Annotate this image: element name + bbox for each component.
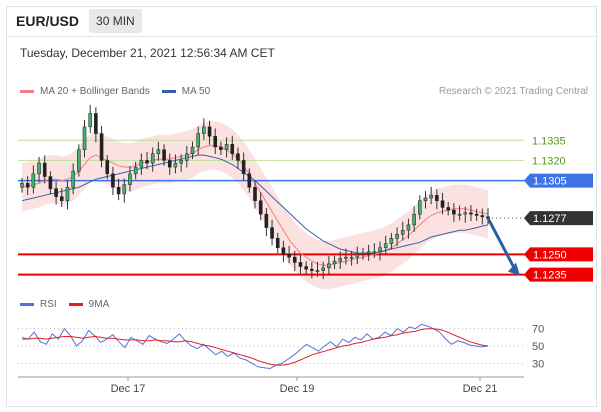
chart-header: EUR/USD 30 MIN: [6, 6, 142, 36]
symbol-title: EUR/USD: [16, 13, 80, 29]
header-divider: [6, 36, 596, 37]
ma20-swatch: [20, 90, 34, 93]
chart-datetime: Tuesday, December 21, 2021 12:56:34 AM C…: [20, 46, 275, 60]
price-legend: MA 20 + Bollinger Bands MA 50: [20, 86, 210, 97]
ma20-legend-label: MA 20 + Bollinger Bands: [40, 86, 150, 97]
rsi-swatch: [20, 303, 34, 306]
rsi-legend-label: RSI: [40, 299, 57, 310]
timeframe-button[interactable]: 30 MIN: [89, 9, 142, 33]
rsi-ma-legend-label: 9MA: [88, 299, 110, 310]
ma50-legend-label: MA 50: [181, 86, 211, 97]
research-credit: Research © 2021 Trading Central: [438, 86, 588, 97]
rsi-ma-swatch: [68, 303, 83, 306]
chart-panel: [6, 6, 597, 407]
rsi-legend: RSI 9MA: [20, 299, 109, 310]
ma50-swatch: [161, 90, 176, 93]
